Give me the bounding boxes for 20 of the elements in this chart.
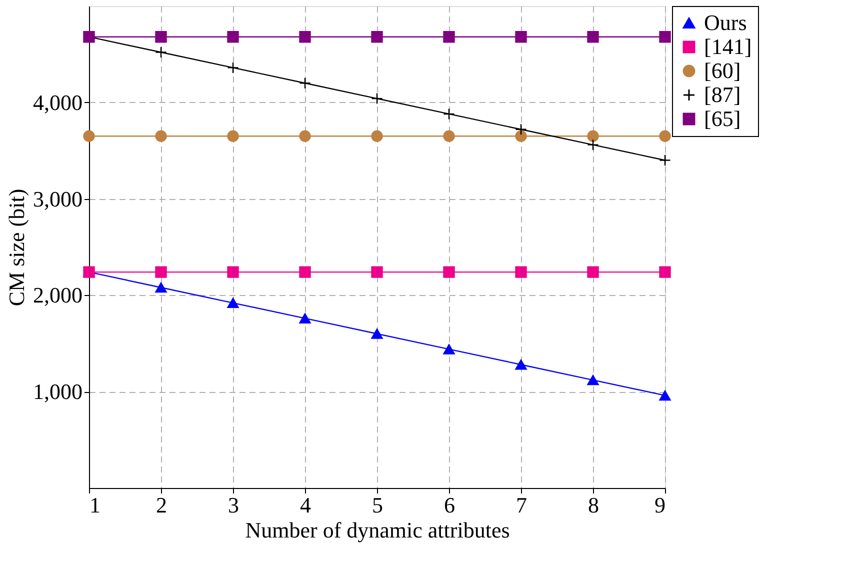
x-tick-label: 2	[156, 492, 167, 518]
x-axis-title: Number of dynamic attributes	[245, 518, 510, 542]
x-tick-label: 1	[90, 492, 100, 518]
x-tick-label: 6	[444, 492, 455, 518]
legend-label: [87]	[704, 82, 741, 107]
x-tick-label: 3	[228, 492, 239, 518]
y-tick-label: 4,000	[33, 90, 82, 115]
x-tick-label: 4	[300, 492, 311, 518]
x-tick-label: 7	[516, 492, 527, 518]
legend-label: [60]	[704, 58, 741, 83]
y-tick-label: 2,000	[33, 282, 82, 308]
y-tick-label: 3,000	[33, 186, 82, 212]
legend-label: [65]	[704, 106, 741, 131]
legend-label: Ours	[704, 10, 747, 35]
x-tick-label: 5	[372, 492, 383, 518]
x-tick-label: 8	[588, 492, 599, 518]
legend-label: [141]	[704, 34, 752, 59]
x-tick-label: 9	[654, 492, 666, 518]
y-tick-label: 1,000	[33, 379, 82, 404]
y-axis-title: CM size (bit)	[4, 188, 29, 306]
